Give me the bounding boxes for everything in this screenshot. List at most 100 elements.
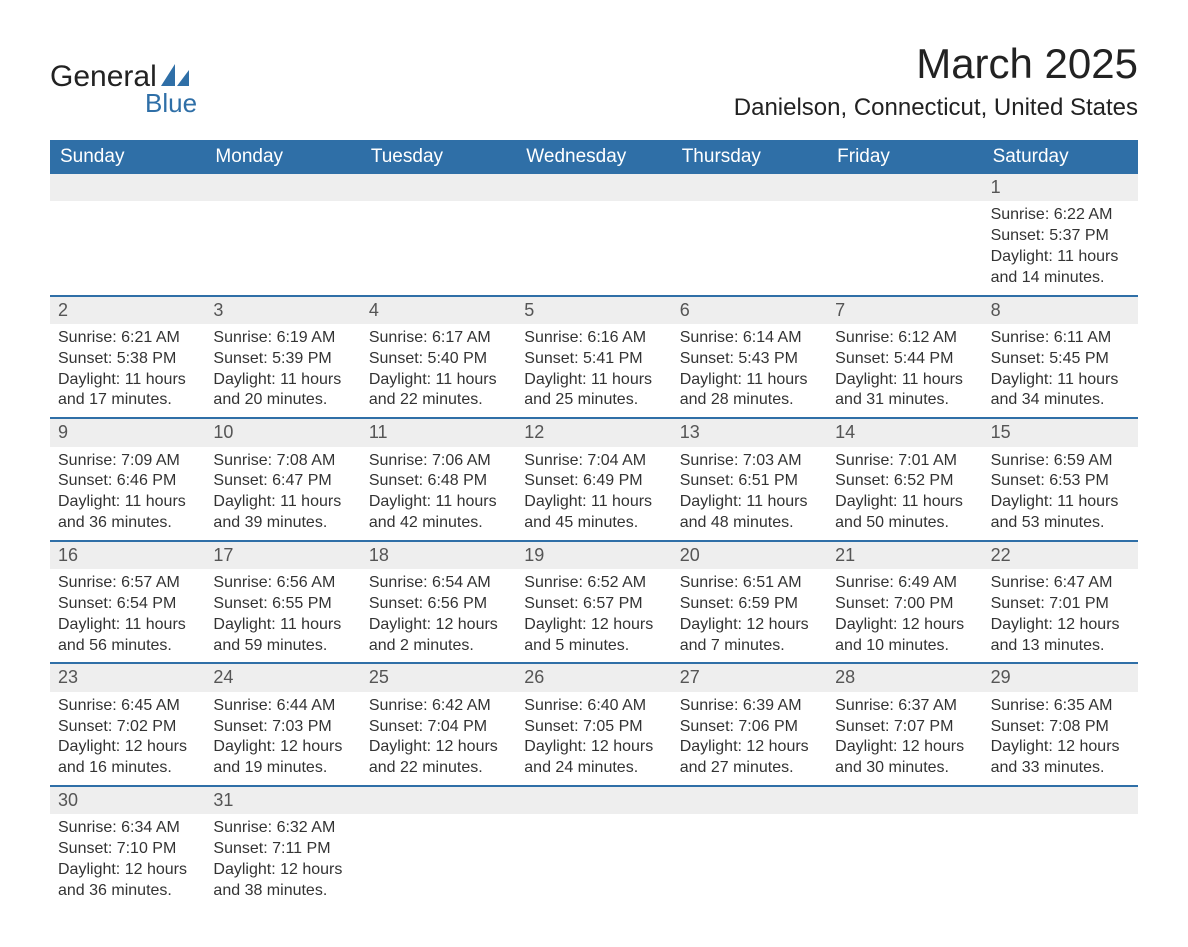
sunset-text: Sunset: 5:40 PM (369, 349, 508, 370)
calendar-cell: 22Sunrise: 6:47 AMSunset: 7:01 PMDayligh… (983, 540, 1138, 663)
calendar-cell: 27Sunrise: 6:39 AMSunset: 7:06 PMDayligh… (672, 662, 827, 785)
day-number-empty (827, 787, 982, 814)
day-number-empty (361, 787, 516, 814)
calendar-cell: 16Sunrise: 6:57 AMSunset: 6:54 PMDayligh… (50, 540, 205, 663)
sunset-text: Sunset: 7:05 PM (524, 717, 663, 738)
day-info: Sunrise: 6:16 AMSunset: 5:41 PMDaylight:… (516, 324, 671, 417)
day-info: Sunrise: 6:57 AMSunset: 6:54 PMDaylight:… (50, 569, 205, 662)
sunset-text: Sunset: 5:41 PM (524, 349, 663, 370)
calendar-cell: 9Sunrise: 7:09 AMSunset: 6:46 PMDaylight… (50, 417, 205, 540)
day-info: Sunrise: 6:47 AMSunset: 7:01 PMDaylight:… (983, 569, 1138, 662)
calendar-cell: 15Sunrise: 6:59 AMSunset: 6:53 PMDayligh… (983, 417, 1138, 540)
day-info: Sunrise: 6:40 AMSunset: 7:05 PMDaylight:… (516, 692, 671, 785)
sunrise-text: Sunrise: 6:51 AM (680, 573, 819, 594)
day-number: 17 (205, 542, 360, 569)
calendar-cell: 6Sunrise: 6:14 AMSunset: 5:43 PMDaylight… (672, 295, 827, 418)
day-header: Tuesday (361, 140, 516, 174)
day-info: Sunrise: 6:59 AMSunset: 6:53 PMDaylight:… (983, 447, 1138, 540)
logo: General Blue (50, 60, 197, 119)
logo-word1: General (50, 60, 157, 94)
daylight-text: Daylight: 11 hours and 48 minutes. (680, 492, 819, 534)
day-header: Wednesday (516, 140, 671, 174)
daylight-text: Daylight: 11 hours and 39 minutes. (213, 492, 352, 534)
calendar-cell: 31Sunrise: 6:32 AMSunset: 7:11 PMDayligh… (205, 785, 360, 908)
day-info: Sunrise: 6:21 AMSunset: 5:38 PMDaylight:… (50, 324, 205, 417)
daylight-text: Daylight: 11 hours and 50 minutes. (835, 492, 974, 534)
daylight-text: Daylight: 12 hours and 7 minutes. (680, 615, 819, 657)
sunset-text: Sunset: 7:08 PM (991, 717, 1130, 738)
day-number: 4 (361, 297, 516, 324)
day-info: Sunrise: 6:34 AMSunset: 7:10 PMDaylight:… (50, 814, 205, 907)
day-number-empty (516, 787, 671, 814)
daylight-text: Daylight: 11 hours and 25 minutes. (524, 370, 663, 412)
day-number: 24 (205, 664, 360, 691)
sunset-text: Sunset: 7:10 PM (58, 839, 197, 860)
sunset-text: Sunset: 6:55 PM (213, 594, 352, 615)
day-info: Sunrise: 6:22 AMSunset: 5:37 PMDaylight:… (983, 201, 1138, 294)
day-number: 29 (983, 664, 1138, 691)
sunrise-text: Sunrise: 6:56 AM (213, 573, 352, 594)
calendar-cell: 24Sunrise: 6:44 AMSunset: 7:03 PMDayligh… (205, 662, 360, 785)
day-number: 19 (516, 542, 671, 569)
sunrise-text: Sunrise: 6:59 AM (991, 451, 1130, 472)
daylight-text: Daylight: 11 hours and 22 minutes. (369, 370, 508, 412)
sunrise-text: Sunrise: 6:14 AM (680, 328, 819, 349)
daylight-text: Daylight: 12 hours and 2 minutes. (369, 615, 508, 657)
day-info: Sunrise: 6:49 AMSunset: 7:00 PMDaylight:… (827, 569, 982, 662)
daylight-text: Daylight: 12 hours and 5 minutes. (524, 615, 663, 657)
sunset-text: Sunset: 5:44 PM (835, 349, 974, 370)
day-number: 10 (205, 419, 360, 446)
calendar-cell: 7Sunrise: 6:12 AMSunset: 5:44 PMDaylight… (827, 295, 982, 418)
sunset-text: Sunset: 6:49 PM (524, 471, 663, 492)
sunset-text: Sunset: 6:53 PM (991, 471, 1130, 492)
calendar-cell: 2Sunrise: 6:21 AMSunset: 5:38 PMDaylight… (50, 295, 205, 418)
calendar-cell: 29Sunrise: 6:35 AMSunset: 7:08 PMDayligh… (983, 662, 1138, 785)
calendar-cell-empty (672, 785, 827, 908)
day-number: 20 (672, 542, 827, 569)
day-number: 1 (983, 174, 1138, 201)
sunset-text: Sunset: 5:37 PM (991, 226, 1130, 247)
day-info: Sunrise: 6:37 AMSunset: 7:07 PMDaylight:… (827, 692, 982, 785)
day-number: 5 (516, 297, 671, 324)
calendar-cell-empty (827, 174, 982, 295)
sunrise-text: Sunrise: 6:37 AM (835, 696, 974, 717)
day-number-empty (361, 174, 516, 201)
day-number-empty (672, 787, 827, 814)
day-number: 30 (50, 787, 205, 814)
sunrise-text: Sunrise: 6:12 AM (835, 328, 974, 349)
calendar-cell-empty (50, 174, 205, 295)
daylight-text: Daylight: 12 hours and 30 minutes. (835, 737, 974, 779)
sunset-text: Sunset: 7:04 PM (369, 717, 508, 738)
sunrise-text: Sunrise: 7:08 AM (213, 451, 352, 472)
day-number: 12 (516, 419, 671, 446)
calendar-cell-empty (205, 174, 360, 295)
day-info: Sunrise: 6:19 AMSunset: 5:39 PMDaylight:… (205, 324, 360, 417)
sunrise-text: Sunrise: 6:44 AM (213, 696, 352, 717)
daylight-text: Daylight: 12 hours and 33 minutes. (991, 737, 1130, 779)
day-info: Sunrise: 6:45 AMSunset: 7:02 PMDaylight:… (50, 692, 205, 785)
day-info: Sunrise: 6:56 AMSunset: 6:55 PMDaylight:… (205, 569, 360, 662)
sunset-text: Sunset: 5:45 PM (991, 349, 1130, 370)
day-number: 18 (361, 542, 516, 569)
day-info: Sunrise: 7:06 AMSunset: 6:48 PMDaylight:… (361, 447, 516, 540)
calendar-cell: 26Sunrise: 6:40 AMSunset: 7:05 PMDayligh… (516, 662, 671, 785)
month-title: March 2025 (734, 40, 1138, 88)
daylight-text: Daylight: 11 hours and 31 minutes. (835, 370, 974, 412)
sunset-text: Sunset: 7:00 PM (835, 594, 974, 615)
sunrise-text: Sunrise: 7:06 AM (369, 451, 508, 472)
sunset-text: Sunset: 5:38 PM (58, 349, 197, 370)
sunrise-text: Sunrise: 6:11 AM (991, 328, 1130, 349)
daylight-text: Daylight: 11 hours and 34 minutes. (991, 370, 1130, 412)
day-number: 15 (983, 419, 1138, 446)
day-number: 2 (50, 297, 205, 324)
sunrise-text: Sunrise: 6:22 AM (991, 205, 1130, 226)
daylight-text: Daylight: 11 hours and 42 minutes. (369, 492, 508, 534)
sunset-text: Sunset: 6:47 PM (213, 471, 352, 492)
calendar-cell: 18Sunrise: 6:54 AMSunset: 6:56 PMDayligh… (361, 540, 516, 663)
calendar-cell: 19Sunrise: 6:52 AMSunset: 6:57 PMDayligh… (516, 540, 671, 663)
sunrise-text: Sunrise: 7:01 AM (835, 451, 974, 472)
daylight-text: Daylight: 11 hours and 28 minutes. (680, 370, 819, 412)
day-number: 26 (516, 664, 671, 691)
day-info: Sunrise: 7:01 AMSunset: 6:52 PMDaylight:… (827, 447, 982, 540)
sunrise-text: Sunrise: 6:17 AM (369, 328, 508, 349)
